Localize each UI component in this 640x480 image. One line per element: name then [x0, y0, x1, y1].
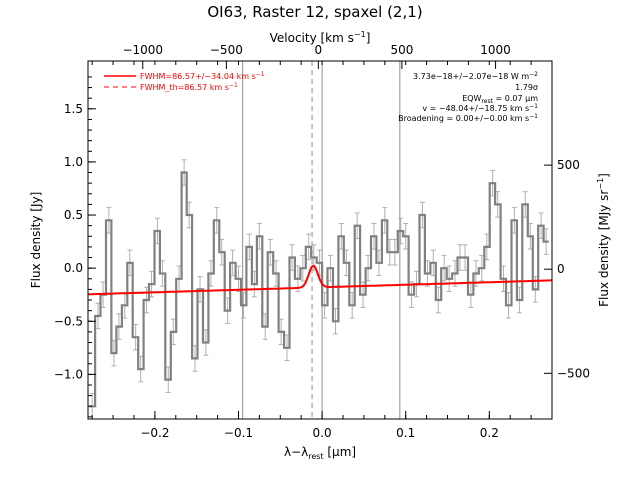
- fit-line: [88, 264, 553, 296]
- x-tick-label: 0.2: [480, 426, 499, 440]
- y-tick-label: −0.5: [54, 314, 83, 328]
- legend-label-fwhm-th: FWHM_th=86.57 km s−1: [140, 82, 238, 92]
- annotation-line-velocity: v = −48.04+/−18.75 km s−1: [422, 103, 538, 113]
- right-axis-label: Flux density [MJy sr−1]: [596, 173, 611, 307]
- x-tick-label: 0.1: [396, 426, 415, 440]
- top-tick-label: 500: [390, 43, 413, 57]
- y-tick-label: 1.0: [64, 155, 83, 169]
- x-tick-label: −0.2: [140, 426, 169, 440]
- chart-title: OI63, Raster 12, spaxel (2,1): [207, 3, 422, 21]
- y-axis-label: Flux density [Jy]: [29, 192, 43, 289]
- top-tick-label: −1000: [122, 43, 163, 57]
- legend-label-fwhm: FWHM=86.57+/−34.04 km s−1: [140, 71, 265, 81]
- top-axis-label: Velocity [km s−1]: [270, 30, 371, 45]
- x-tick-label: 0.0: [313, 426, 332, 440]
- annotation-line-eqw: EQWrest = 0.07 μm: [462, 94, 538, 105]
- top-tick-label: 0: [315, 43, 323, 57]
- spectrum-line: [89, 171, 549, 408]
- top-tick-label: −500: [210, 43, 243, 57]
- plot-frame: [87, 60, 553, 420]
- annotation-line-flux: 3.73e−18+/−2.07e−18 W m−2: [413, 71, 538, 81]
- right-tick-label: −500: [557, 366, 590, 380]
- annotation-line-broadening: Broadening = 0.00+/−0.00 km s−1: [398, 113, 538, 123]
- x-axis-label: λ−λrest [μm]: [284, 445, 356, 461]
- right-tick-label: 500: [557, 158, 580, 172]
- right-tick-label: 0: [557, 262, 565, 276]
- legend: FWHM=86.57+/−34.04 km s−1 FWHM_th=86.57 …: [104, 71, 265, 92]
- y-tick-label: 0.5: [64, 208, 83, 222]
- top-tick-label: 1000: [480, 43, 511, 57]
- y-tick-label: 1.5: [64, 102, 83, 116]
- y-tick-label: −1.0: [54, 367, 83, 381]
- annotation-line-sigma: 1.79σ: [515, 83, 538, 92]
- y-tick-label: 0.0: [64, 261, 83, 275]
- annotation-block: 3.73e−18+/−2.07e−18 W m−2 1.79σ EQWrest …: [398, 71, 538, 123]
- x-tick-label: −0.1: [224, 426, 253, 440]
